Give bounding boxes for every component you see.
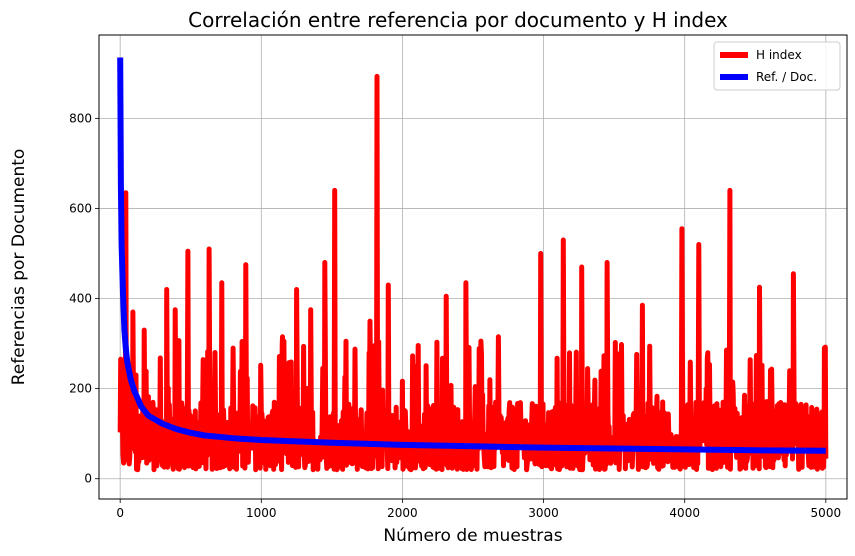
series-line-ref-doc [117,57,826,454]
y-axis-label: Referencias por Documento [9,149,29,386]
plot-frame [98,34,848,500]
x-tick-label: 5000 [811,506,842,520]
y-tick-label: 600 [69,201,92,215]
x-axis-label: Número de muestras [383,526,562,546]
plot-area [117,57,829,473]
axes: 0 1000 2000 3000 4000 5000 0 200 400 600 800 [69,111,841,520]
legend-label: Ref. / Doc. [756,70,817,84]
x-tick-label: 4000 [669,506,700,520]
y-tick-label: 0 [84,472,92,486]
legend: H index Ref. / Doc. [713,41,841,91]
y-tick-label: 800 [69,111,92,125]
chart-title: Correlación entre referencia por documen… [188,8,728,32]
x-tick-label: 1000 [246,506,277,520]
legend-label: H index [756,48,802,62]
x-tick-label: 0 [116,506,124,520]
y-tick-label: 200 [69,382,92,396]
x-tick-label: 3000 [528,506,559,520]
y-tick-label: 400 [69,292,92,306]
x-tick-label: 2000 [387,506,418,520]
series-line-h-index [117,73,829,473]
